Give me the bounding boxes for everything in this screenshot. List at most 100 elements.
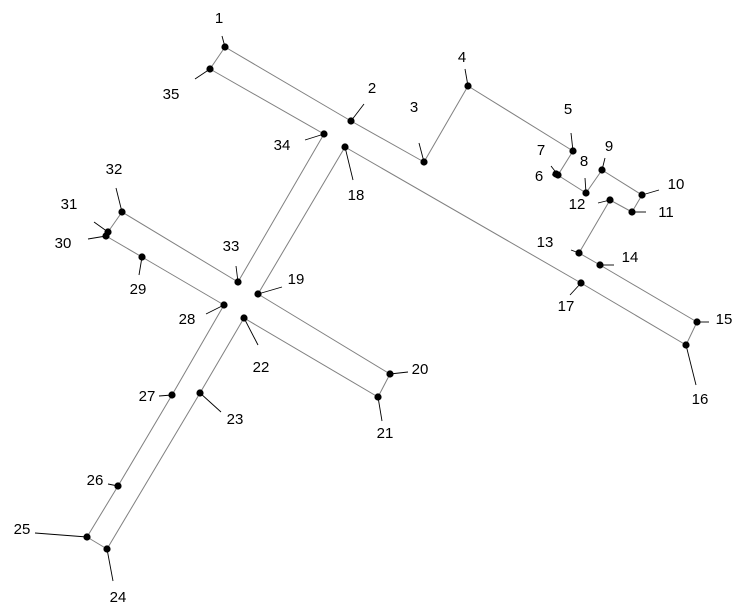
node-label-26: 26 [87, 472, 104, 489]
leader-line-19 [257, 286, 283, 295]
node-1 [221, 43, 229, 51]
edge-19-20 [257, 293, 391, 375]
node-32 [118, 208, 126, 216]
leader-line-21 [377, 396, 383, 422]
node-35 [206, 65, 214, 73]
edge-32-33 [121, 211, 239, 283]
node-label-8: 8 [580, 153, 588, 170]
node-11 [628, 208, 636, 216]
node-label-13: 13 [537, 234, 554, 251]
edge-5-7 [557, 150, 574, 176]
node-label-14: 14 [622, 249, 639, 266]
node-label-28: 28 [179, 311, 196, 328]
node-26 [114, 482, 122, 490]
node-12 [606, 196, 614, 204]
node-label-32: 32 [106, 161, 123, 178]
edge-14-15 [599, 264, 698, 323]
edge-24-25 [86, 536, 108, 550]
edge-31-32 [107, 211, 123, 233]
edge-35-1 [209, 46, 226, 70]
node-14 [596, 261, 604, 269]
node-10 [638, 191, 646, 199]
leader-line-25 [34, 532, 88, 538]
node-label-18: 18 [348, 187, 365, 204]
leader-line-24 [106, 548, 114, 582]
node-4 [464, 82, 472, 90]
edge-33-34 [237, 133, 325, 283]
edge-13-14 [578, 252, 601, 266]
edge-9-10 [601, 169, 643, 196]
node-3 [420, 158, 428, 166]
edge-20-21 [377, 373, 391, 398]
edge-27-28 [171, 304, 225, 396]
node-34 [320, 130, 328, 138]
edge-18-19 [257, 146, 346, 295]
node-label-7: 7 [537, 142, 545, 159]
node-label-19: 19 [288, 271, 305, 288]
edge-3-4 [423, 85, 469, 163]
node-31 [104, 228, 112, 236]
edge-34-35 [209, 68, 325, 135]
node-33 [234, 278, 242, 286]
node-label-5: 5 [564, 101, 572, 118]
node-9 [598, 166, 606, 174]
node-label-10: 10 [668, 176, 685, 193]
edge-16-17 [580, 282, 687, 346]
leader-line-22 [243, 317, 259, 346]
node-22 [240, 314, 248, 322]
node-label-9: 9 [605, 138, 613, 155]
edge-layer [86, 46, 698, 550]
node-13 [575, 249, 583, 257]
node-29 [138, 253, 146, 261]
edge-29-30 [105, 235, 143, 258]
edge-25-26 [86, 485, 119, 538]
node-label-3: 3 [410, 99, 418, 116]
node-7 [554, 171, 562, 179]
node-label-11: 11 [658, 204, 674, 221]
node-label-25: 25 [14, 521, 31, 538]
node-15 [693, 318, 701, 326]
node-25 [83, 533, 91, 541]
node-label-22: 22 [253, 359, 270, 376]
node-8 [582, 189, 590, 197]
node-23 [196, 389, 204, 397]
node-24 [103, 545, 111, 553]
edge-23-24 [106, 392, 201, 550]
node-label-29: 29 [130, 281, 147, 298]
node-19 [254, 290, 262, 298]
node-18 [341, 143, 349, 151]
node-label-20: 20 [412, 361, 429, 378]
node-label-35: 35 [163, 86, 180, 103]
node-label-16: 16 [692, 391, 709, 408]
node-label-17: 17 [558, 298, 575, 315]
node-label-21: 21 [377, 425, 394, 442]
leader-line-23 [199, 392, 222, 413]
leader-line-16 [685, 344, 697, 386]
node-label-6: 6 [535, 168, 543, 185]
node-label-27: 27 [139, 388, 156, 405]
node-layer [83, 43, 701, 553]
edge-28-29 [141, 256, 225, 306]
node-28 [220, 301, 228, 309]
node-label-33: 33 [223, 238, 240, 255]
node-label-1: 1 [215, 10, 223, 27]
label-layer: 1234567891011121314151617181920212223242… [14, 10, 733, 606]
node-20 [386, 370, 394, 378]
node-label-34: 34 [274, 137, 291, 154]
edge-2-3 [350, 120, 425, 163]
node-5 [569, 147, 577, 155]
edge-26-27 [117, 394, 173, 487]
node-17 [577, 279, 585, 287]
edge-22-23 [199, 317, 245, 394]
edge-17-18 [344, 146, 582, 284]
edge-1-2 [224, 46, 352, 122]
node-label-12: 12 [569, 196, 586, 213]
leader-line-32 [115, 187, 123, 213]
node-label-2: 2 [368, 80, 376, 97]
edge-21-22 [243, 317, 379, 398]
edge-15-16 [685, 321, 698, 346]
edge-11-12 [609, 199, 633, 213]
node-21 [374, 393, 382, 401]
edge-8-9 [585, 169, 603, 194]
